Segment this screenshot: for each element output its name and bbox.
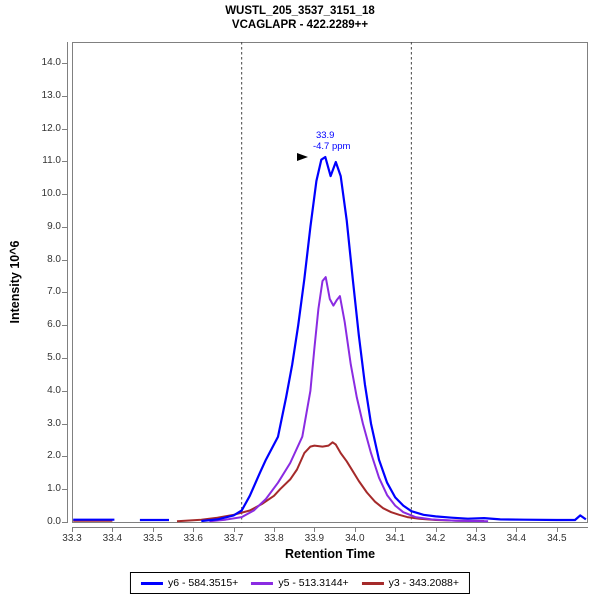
chromatogram-plot[interactable] <box>72 42 588 523</box>
legend-swatch-y3 <box>361 581 384 585</box>
x-tick-label: 33.4 <box>102 533 123 544</box>
y-tick-mark <box>62 390 67 392</box>
y-tick-label: 0.0 <box>47 516 61 527</box>
y-tick-label: 4.0 <box>47 384 61 396</box>
peak-ppm-label: -4.7 ppm <box>312 141 351 153</box>
y-tick-label: 6.0 <box>47 319 61 331</box>
y-tick-label: 8.0 <box>47 253 61 265</box>
y-tick-mark <box>62 423 67 425</box>
y-tick-mark <box>62 259 67 261</box>
legend-item-y3: y3 - 343.2088+ <box>361 577 460 589</box>
y-tick-label: 7.0 <box>47 286 61 298</box>
y-tick-mark <box>62 161 67 163</box>
y-tick-mark <box>62 95 67 97</box>
x-tick-mark <box>72 527 73 532</box>
y-tick-label: 11.0 <box>42 155 61 167</box>
plot-area[interactable] <box>72 42 588 523</box>
chart-title: WUSTL_205_3537_3151_18 <box>225 5 375 17</box>
x-tick-label: 33.7 <box>223 533 244 544</box>
y-tick-label: 12.0 <box>41 122 61 134</box>
y-tick-mark <box>62 62 67 64</box>
x-tick-mark <box>112 527 114 532</box>
y-tick-mark <box>62 456 67 458</box>
y-tick-label: 9.0 <box>47 220 61 232</box>
series-line-y5 <box>209 276 489 523</box>
y-tick-mark <box>62 194 67 196</box>
y-axis-line <box>67 42 68 523</box>
y-tick-label: 3.0 <box>47 417 61 429</box>
y-tick-label: 10.0 <box>41 188 61 200</box>
x-tick-label: 34.4 <box>506 533 527 544</box>
x-tick-mark <box>193 527 195 532</box>
legend-label-y5: y5 - 513.3144+ <box>278 577 349 589</box>
x-tick-mark <box>152 527 154 532</box>
y-tick-mark <box>62 226 67 228</box>
x-tick-mark <box>314 527 316 532</box>
x-axis-line <box>72 527 588 528</box>
x-axis-label: Retention Time <box>284 547 376 561</box>
x-tick-label: 33.8 <box>264 533 284 544</box>
x-tick-mark <box>354 527 356 532</box>
y-tick-label: 13.0 <box>41 89 61 101</box>
y-tick-label: 14.0 <box>41 56 61 68</box>
x-tick-label: 34.2 <box>425 533 446 544</box>
y-tick-label: 5.0 <box>47 352 61 364</box>
y-tick-label: 1.0 <box>47 483 61 495</box>
legend-item-y5: y5 - 513.3144+ <box>251 577 349 589</box>
y-tick-mark <box>62 292 67 294</box>
legend-swatch-y5 <box>251 581 274 585</box>
y-tick-mark <box>62 358 67 360</box>
x-tick-label: 34.0 <box>345 533 365 544</box>
x-tick-mark <box>233 527 235 532</box>
legend-label-y3: y3 - 343.2088+ <box>388 577 460 589</box>
y-tick-mark <box>62 522 67 523</box>
y-tick-mark <box>62 325 67 327</box>
peak-annotation[interactable]: 33.9 -4.7 ppm <box>313 130 351 152</box>
chart-subtitle-peptide: VCAGLAPR - 422.2289++ <box>231 19 369 31</box>
y-tick-mark <box>62 128 67 130</box>
x-tick-label: 33.6 <box>183 533 203 544</box>
x-tick-label: 33.5 <box>143 533 163 544</box>
x-tick-label: 33.3 <box>62 533 82 544</box>
legend-swatch-y6 <box>140 581 163 585</box>
x-tick-mark <box>395 527 397 532</box>
x-tick-label: 34.5 <box>547 533 567 544</box>
x-tick-label: 33.9 <box>304 533 325 544</box>
y-tick-label: 2.0 <box>47 450 61 462</box>
x-tick-mark <box>516 527 518 532</box>
x-tick-mark <box>274 527 275 532</box>
legend-item-y6: y6 - 584.3515+ <box>140 577 239 589</box>
peak-pointer-arrow-icon[interactable] <box>296 152 308 161</box>
y-tick-mark <box>62 489 67 491</box>
series-line-y6 <box>201 155 587 523</box>
y-axis-label: Intensity 10^6 <box>8 240 22 324</box>
x-tick-label: 34.3 <box>466 533 486 544</box>
series-line-y3 <box>176 441 485 523</box>
x-tick-mark <box>476 527 477 532</box>
x-tick-mark <box>556 527 558 532</box>
legend-box: y6 - 584.3515+ y5 - 513.3144+ y3 - 343.2… <box>129 572 471 594</box>
peak-rt-label: 33.9 <box>315 130 335 142</box>
legend-label-y6: y6 - 584.3515+ <box>167 577 239 589</box>
x-tick-label: 34.1 <box>385 533 405 544</box>
x-tick-mark <box>435 527 437 532</box>
